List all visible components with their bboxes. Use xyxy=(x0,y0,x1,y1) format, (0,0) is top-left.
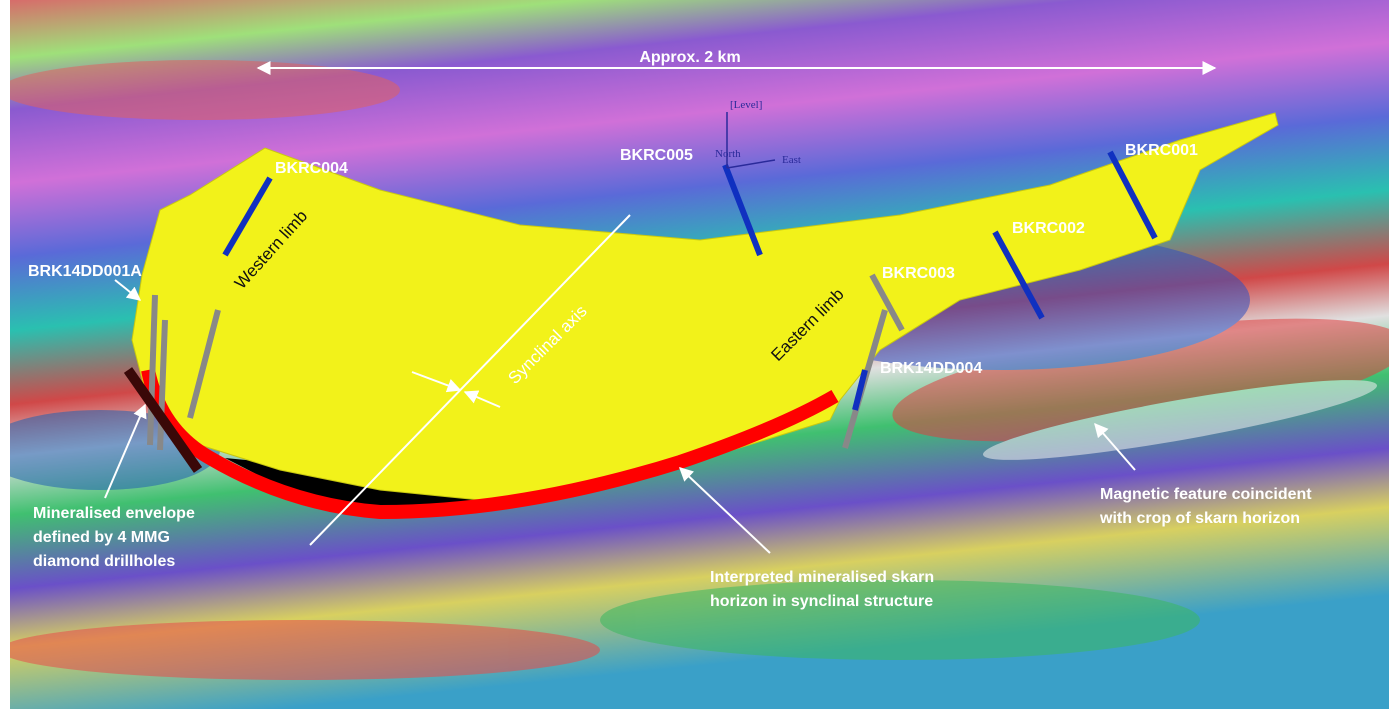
mineralised-horizon xyxy=(141,368,839,520)
annotation: Magnetic feature coincident with crop of… xyxy=(1099,486,1316,527)
orientation-axes xyxy=(726,112,776,169)
skarn-surface xyxy=(131,112,1279,501)
axis-east: East xyxy=(782,154,801,166)
annotation-line: horizon in synclinal structure xyxy=(710,593,933,610)
annotation-line: Interpreted mineralised skarn xyxy=(710,569,934,586)
axis-up: [Level] xyxy=(730,99,762,111)
drillhole-label: BKRC005 xyxy=(620,147,693,164)
annotation-line: with crop of skarn horizon xyxy=(1099,510,1300,527)
drillholes xyxy=(123,150,1158,473)
axis-north: North xyxy=(715,148,741,160)
annotation-line: diamond drillholes xyxy=(33,553,175,570)
drillhole-label: BKRC001 xyxy=(1125,142,1198,159)
drillhole-label: BKRC003 xyxy=(882,265,955,282)
annotation-line: defined by 4 MMG xyxy=(33,529,170,546)
annotation-line: Mineralised envelope xyxy=(33,505,195,522)
drillhole-label: BRK14DD001A xyxy=(28,263,142,280)
annotation: Interpreted mineralised skarn horizon in… xyxy=(710,569,939,610)
annotation-line: Magnetic feature coincident xyxy=(1100,486,1312,503)
annotation: Mineralised envelope defined by 4 MMG di… xyxy=(33,505,199,570)
scale-label: Approx. 2 km xyxy=(639,49,740,66)
edge-strip xyxy=(0,0,10,709)
drillhole-label: BKRC004 xyxy=(275,160,348,177)
arrows xyxy=(104,61,1217,554)
drillhole-label: BKRC002 xyxy=(1012,220,1085,237)
drillhole-label: BRK14DD004 xyxy=(880,360,982,377)
